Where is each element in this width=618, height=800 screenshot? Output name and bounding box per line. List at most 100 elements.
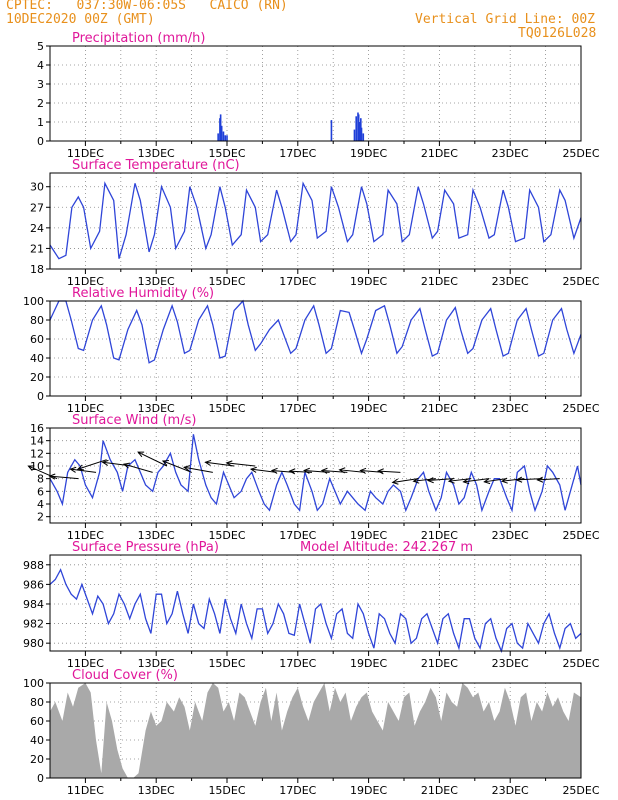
y-tick-label: 982 — [23, 618, 44, 631]
x-tick-label: 19DEC — [350, 784, 387, 797]
precip-bar — [220, 125, 223, 141]
wind-arrow-shaft — [205, 461, 235, 467]
x-tick-label: 11DEC — [67, 657, 104, 670]
wind-arrow-head — [500, 477, 508, 484]
y-tick-label: 20 — [30, 753, 44, 766]
x-tick-label: 25DEC — [562, 147, 599, 160]
x-tick-label: 13DEC — [138, 147, 175, 160]
wind-arrow-head — [338, 467, 346, 474]
wind-arrow-shaft — [70, 468, 97, 473]
x-tick-label: 13DEC — [138, 529, 175, 542]
x-tick-label: 23DEC — [492, 275, 529, 288]
precip-bar — [222, 131, 225, 141]
x-tick-label: 13DEC — [138, 402, 175, 415]
wind-arrow-head — [27, 465, 35, 471]
wind-arrow-head — [249, 466, 257, 473]
y-tick-label: 16 — [30, 422, 44, 435]
x-tick-label: 19DEC — [350, 147, 387, 160]
x-tick-label: 17DEC — [279, 657, 316, 670]
panel-rh: 0 20 40 60 80 100 11DEC 13DEC 15DEC 17DEC 19DEC 21D… — [23, 286, 600, 415]
y-tick-label: 24 — [30, 222, 44, 235]
x-tick-label: 13DEC — [138, 275, 175, 288]
precip-bar — [360, 127, 363, 141]
wind-arrow-head — [48, 473, 56, 480]
wind-arrow-shaft — [516, 478, 543, 481]
y-tick-label: 3 — [37, 78, 44, 91]
y-tick-label: 40 — [30, 734, 44, 747]
y-tick-label: 21 — [30, 242, 44, 255]
x-tick-label: 11DEC — [67, 275, 104, 288]
panel-frame — [49, 45, 582, 142]
x-tick-label: 21DEC — [421, 275, 458, 288]
wind-arrow-shaft — [162, 460, 192, 473]
wind-arrow-head — [447, 477, 455, 484]
y-tick-label: 0 — [37, 390, 44, 403]
wind-arrow-head — [137, 451, 145, 458]
x-tick-label: 15DEC — [208, 784, 245, 797]
wind-arrow-shaft — [502, 478, 525, 482]
wind-arrow-head — [391, 478, 399, 485]
y-tick-label: 40 — [30, 352, 44, 365]
y-tick-label: 8 — [37, 473, 44, 486]
y-tick-label: 6 — [37, 485, 44, 498]
panel-title: Surface Pressure (hPa) — [72, 540, 219, 555]
wind-arrow-head — [270, 467, 278, 474]
x-tick-label: 15DEC — [208, 402, 245, 415]
temp-series-line — [49, 181, 582, 260]
panel-frame — [49, 554, 582, 652]
y-tick-label: 100 — [23, 295, 44, 308]
wind-arrow-head — [462, 478, 470, 485]
x-tick-label: 13DEC — [138, 657, 175, 670]
wind-arrow-shaft — [428, 478, 454, 482]
y-tick-label: 30 — [30, 181, 44, 194]
precip-bar — [224, 135, 227, 141]
x-tick-label: 17DEC — [279, 275, 316, 288]
precip-bar — [357, 114, 360, 141]
rh-series-line — [49, 299, 582, 364]
wind-arrow-head — [515, 476, 523, 483]
wind-arrow-head — [359, 467, 367, 474]
panel-title: Precipitation (mm/h) — [72, 31, 205, 46]
y-tick-label: 4 — [37, 498, 44, 511]
x-tick-label: 15DEC — [208, 147, 245, 160]
x-tick-label: 21DEC — [421, 402, 458, 415]
y-tick-label: 12 — [30, 447, 44, 460]
x-tick-label: 25DEC — [562, 529, 599, 542]
panel-cloud: 0 20 40 60 80 100 11DEC 13DEC 15DEC 17DEC 19DEC 21D… — [23, 668, 600, 797]
y-tick-label: 20 — [30, 371, 44, 384]
panel-title: Relative Humidity (%) — [72, 286, 214, 301]
x-tick-label: 17DEC — [279, 402, 316, 415]
y-tick-label: 100 — [23, 677, 44, 690]
precip-bar — [330, 120, 333, 141]
x-tick-label: 25DEC — [562, 275, 599, 288]
wind-arrow-head — [183, 465, 191, 472]
wind-arrow-head — [101, 459, 109, 466]
x-tick-label: 19DEC — [350, 657, 387, 670]
x-tick-label: 25DEC — [562, 402, 599, 415]
precip-bar — [362, 133, 365, 141]
precip-bar — [219, 114, 222, 141]
wind-arrow-head — [122, 462, 130, 469]
header-run-date: 10DEC2020 00Z (GMT) — [6, 12, 155, 27]
panel-temp: 18 21 24 27 30 11DEC 13DEC 15DEC 17DEC 19DEC 21DEC… — [30, 158, 600, 288]
x-tick-label: 17DEC — [279, 784, 316, 797]
x-tick-label: 21DEC — [421, 529, 458, 542]
x-tick-label: 21DEC — [421, 784, 458, 797]
wind-arrow-shaft — [378, 470, 401, 473]
wind-arrow-head — [161, 460, 169, 466]
pressure-series-line — [49, 568, 582, 654]
y-tick-label: 27 — [30, 201, 44, 214]
precip-bar — [217, 133, 219, 141]
x-tick-label: 23DEC — [492, 529, 529, 542]
precip-bar — [353, 129, 356, 141]
y-tick-label: 80 — [30, 696, 44, 709]
y-tick-label: 4 — [37, 59, 44, 72]
x-tick-label: 11DEC — [67, 402, 104, 415]
y-tick-label: 0 — [37, 135, 44, 148]
precip-bar — [355, 116, 358, 141]
panel-title: Surface Temperature (nC) — [72, 158, 240, 173]
wind-arrow-head — [536, 476, 544, 483]
y-tick-label: 2 — [37, 511, 44, 524]
x-tick-label: 19DEC — [350, 402, 387, 415]
